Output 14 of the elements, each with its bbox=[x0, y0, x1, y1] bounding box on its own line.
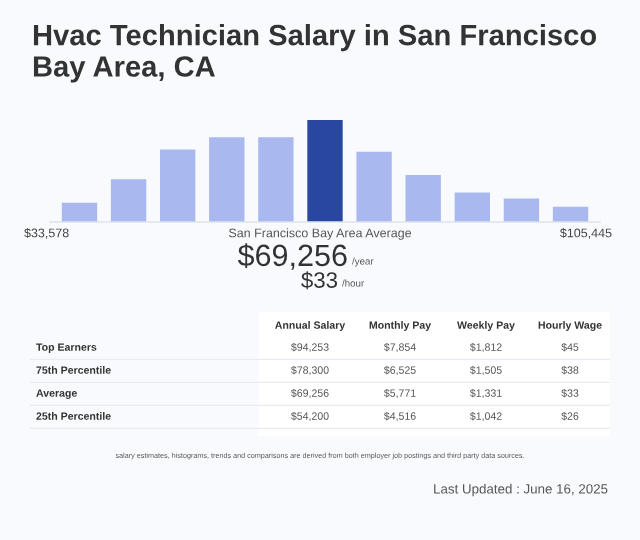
bar bbox=[356, 151, 392, 222]
bar bbox=[454, 192, 490, 222]
bar bbox=[405, 175, 441, 222]
bar bbox=[552, 206, 589, 222]
text: $69,256 bbox=[237, 243, 347, 270]
bar bbox=[160, 149, 196, 222]
chart-title: Hvac Technician Salary in San Francisco Bay Area, CA bbox=[33, 24, 597, 83]
bar bbox=[258, 137, 294, 222]
text: $33 bbox=[301, 271, 338, 290]
bar bbox=[307, 120, 343, 222]
bar bbox=[503, 198, 540, 222]
bar bbox=[110, 179, 147, 222]
bar bbox=[61, 202, 98, 222]
bar bbox=[209, 137, 245, 222]
